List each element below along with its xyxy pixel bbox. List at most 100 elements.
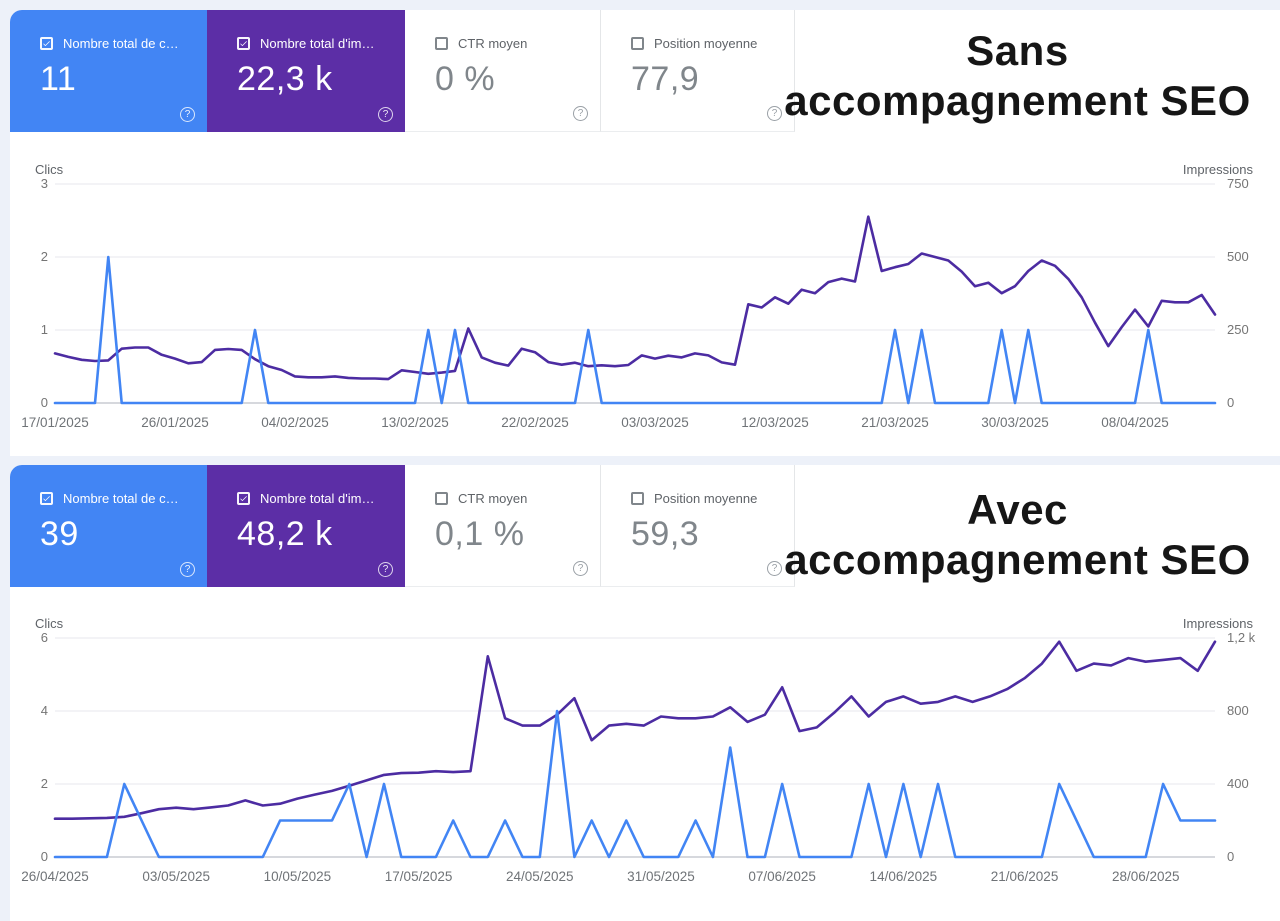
help-icon[interactable]: ? xyxy=(180,107,195,122)
metric-card-total-impressions[interactable]: Nombre total d'im… 22,3 k ? xyxy=(207,10,405,132)
metric-card-average-position[interactable]: Position moyenne 77,9 ? xyxy=(600,10,795,132)
annotation-title-avec-seo: Avec accompagnement SEO xyxy=(755,485,1280,585)
right-axis-tick: 800 xyxy=(1227,703,1249,718)
metric-card-label: Nombre total d'im… xyxy=(260,36,375,51)
annotation-title-line2: accompagnement SEO xyxy=(784,77,1251,124)
right-axis-tick: 400 xyxy=(1227,776,1249,791)
metric-card-average-ctr[interactable]: CTR moyen 0 % ? xyxy=(405,10,600,132)
chart-plot-area[interactable] xyxy=(53,183,1217,405)
x-axis-tick: 12/03/2025 xyxy=(741,415,809,430)
x-axis-tick: 08/04/2025 xyxy=(1101,415,1169,430)
left-axis-tick: 2 xyxy=(40,776,48,791)
x-axis-tick: 24/05/2025 xyxy=(505,869,574,884)
x-axis-tick: 17/01/2025 xyxy=(21,415,89,430)
x-axis-tick: 21/06/2025 xyxy=(990,869,1059,884)
checkbox-unchecked-icon[interactable] xyxy=(435,37,448,50)
checkbox-checked-icon[interactable] xyxy=(237,492,250,505)
help-icon[interactable]: ? xyxy=(573,561,588,576)
left-axis-tick: 2 xyxy=(40,249,48,264)
metric-card-average-ctr[interactable]: CTR moyen 0,1 % ? xyxy=(405,465,600,587)
x-axis-tick: 26/04/2025 xyxy=(21,869,89,884)
x-axis-tick: 28/06/2025 xyxy=(1111,869,1180,884)
right-axis-tick: 250 xyxy=(1227,322,1249,337)
metric-card-total-impressions[interactable]: Nombre total d'im… 48,2 k ? xyxy=(207,465,405,587)
metric-cards-row: Nombre total de c… 39 ? Nombre total d'i… xyxy=(10,465,795,587)
checkbox-checked-icon[interactable] xyxy=(40,492,53,505)
checkbox-unchecked-icon[interactable] xyxy=(631,37,644,50)
x-axis-tick: 04/02/2025 xyxy=(261,415,329,430)
annotation-title-line1: Sans xyxy=(966,27,1069,74)
metric-card-label: Position moyenne xyxy=(654,36,758,51)
right-axis-title: Impressions xyxy=(1182,616,1253,631)
x-axis-tick: 17/05/2025 xyxy=(384,869,453,884)
left-axis-tick: 1 xyxy=(40,322,48,337)
chart-canvas xyxy=(53,183,1217,405)
metric-card-value: 59,3 xyxy=(631,515,700,553)
series-line-impressions xyxy=(53,215,1217,381)
help-icon[interactable]: ? xyxy=(767,106,782,121)
x-axis-tick: 10/05/2025 xyxy=(263,869,332,884)
right-axis-tick: 1,2 k xyxy=(1227,630,1256,645)
annotation-title-line2: accompagnement SEO xyxy=(784,536,1251,583)
checkbox-unchecked-icon[interactable] xyxy=(435,492,448,505)
left-axis-tick: 0 xyxy=(40,849,48,864)
series-line-clics xyxy=(53,255,1217,405)
left-axis-tick: 4 xyxy=(40,703,48,718)
performance-chart-avec-seo: Clics Impressions 6 4 2 0 1,2 k 800 400 0 26/04/… xyxy=(10,616,1280,906)
right-axis-tick: 500 xyxy=(1227,249,1249,264)
right-axis-title: Impressions xyxy=(1182,162,1253,177)
help-icon[interactable]: ? xyxy=(573,106,588,121)
x-axis-tick: 13/02/2025 xyxy=(381,415,449,430)
x-axis-tick: 30/03/2025 xyxy=(981,415,1049,430)
metric-card-value: 77,9 xyxy=(631,60,700,98)
x-axis-tick: 31/05/2025 xyxy=(627,869,695,884)
metric-card-value: 11 xyxy=(40,60,77,98)
x-axis-tick: 21/03/2025 xyxy=(861,415,929,430)
series-line-clics xyxy=(53,709,1217,859)
metric-card-average-position[interactable]: Position moyenne 59,3 ? xyxy=(600,465,795,587)
performance-panel-sans-seo: Nombre total de c… 11 ? Nombre total d'i… xyxy=(10,10,1280,456)
left-axis-tick: 3 xyxy=(40,176,48,191)
metric-card-label: Position moyenne xyxy=(654,491,758,506)
performance-panel-avec-seo: Nombre total de c… 39 ? Nombre total d'i… xyxy=(10,465,1280,921)
left-axis-title: Clics xyxy=(35,616,64,631)
checkbox-checked-icon[interactable] xyxy=(237,37,250,50)
metric-card-value: 48,2 k xyxy=(237,515,333,553)
checkbox-checked-icon[interactable] xyxy=(40,37,53,50)
checkbox-unchecked-icon[interactable] xyxy=(631,492,644,505)
metric-card-value: 0,1 % xyxy=(435,515,525,553)
metric-card-label: Nombre total de c… xyxy=(63,36,179,51)
help-icon[interactable]: ? xyxy=(180,562,195,577)
metric-card-total-clicks[interactable]: Nombre total de c… 11 ? xyxy=(10,10,207,132)
metric-card-label: Nombre total de c… xyxy=(63,491,179,506)
left-axis-tick: 6 xyxy=(40,630,48,645)
metric-card-value: 39 xyxy=(40,515,79,553)
annotation-title-line1: Avec xyxy=(967,486,1068,533)
left-axis-title: Clics xyxy=(35,162,64,177)
x-axis-tick: 22/02/2025 xyxy=(501,415,569,430)
metric-card-label: CTR moyen xyxy=(458,491,528,506)
right-axis-tick: 0 xyxy=(1227,849,1235,864)
right-axis-tick: 0 xyxy=(1227,395,1235,410)
metric-cards-row: Nombre total de c… 11 ? Nombre total d'i… xyxy=(10,10,795,132)
metric-card-total-clicks[interactable]: Nombre total de c… 39 ? xyxy=(10,465,207,587)
help-icon[interactable]: ? xyxy=(378,107,393,122)
metric-card-value: 22,3 k xyxy=(237,60,333,98)
metric-card-label: CTR moyen xyxy=(458,36,528,51)
metric-card-label: Nombre total d'im… xyxy=(260,491,375,506)
series-line-impressions xyxy=(53,640,1217,820)
performance-chart-sans-seo: Clics Impressions 3 2 1 0 750 500 250 0 17/01/20… xyxy=(10,162,1280,452)
left-axis-tick: 0 xyxy=(40,395,48,410)
x-axis-tick: 07/06/2025 xyxy=(748,869,816,884)
chart-plot-area[interactable] xyxy=(53,637,1217,859)
help-icon[interactable]: ? xyxy=(378,562,393,577)
x-axis-tick: 14/06/2025 xyxy=(869,869,938,884)
metric-card-value: 0 % xyxy=(435,60,496,98)
chart-canvas xyxy=(53,637,1217,859)
x-axis-tick: 03/05/2025 xyxy=(142,869,210,884)
help-icon[interactable]: ? xyxy=(767,561,782,576)
annotation-title-sans-seo: Sans accompagnement SEO xyxy=(755,26,1280,126)
x-axis-tick: 03/03/2025 xyxy=(621,415,689,430)
x-axis-tick: 26/01/2025 xyxy=(141,415,209,430)
